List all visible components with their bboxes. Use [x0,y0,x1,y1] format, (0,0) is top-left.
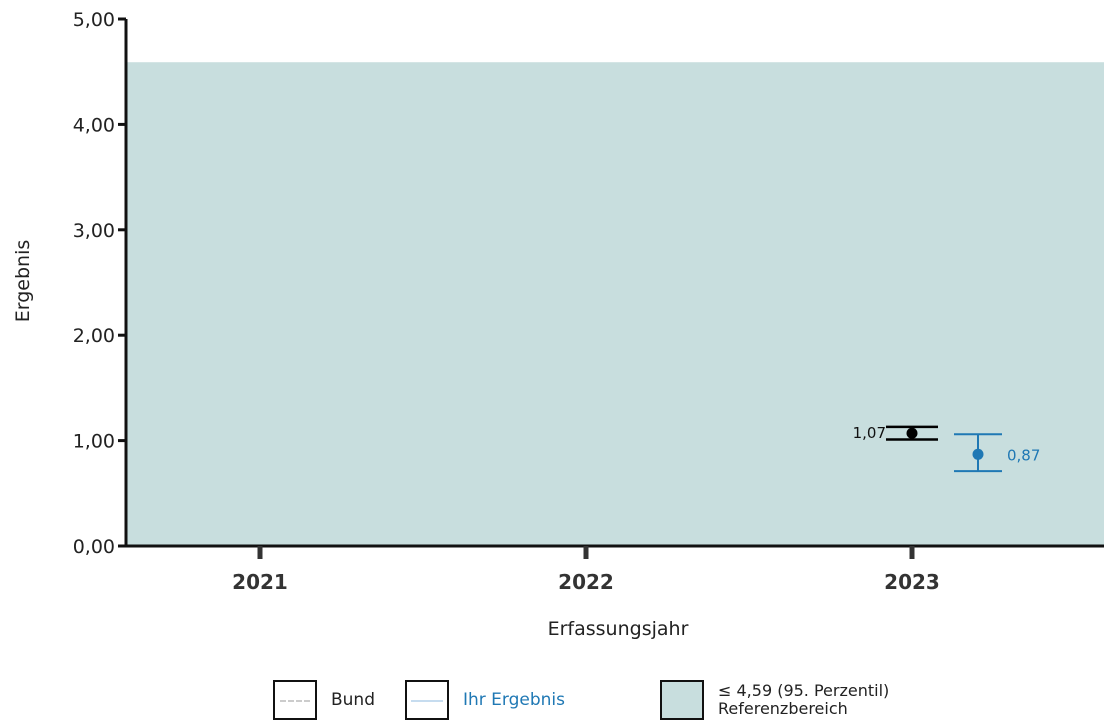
y-tick-label: 5,00 [73,9,115,31]
x-axis-title: Erfassungsjahr [548,618,689,640]
legend-key-referenzbereich [660,680,704,720]
y-tick-label: 4,00 [73,114,115,136]
data-marks: 1,07 0,87 [853,424,1040,473]
legend: Bund Ihr Ergebnis ≤ 4,59 (95. Perzentil)… [0,680,1104,727]
reference-area [126,62,1104,547]
legend-item-referenzbereich: ≤ 4,59 (95. Perzentil) Referenzbereich [660,680,889,720]
legend-label-referenzbereich: ≤ 4,59 (95. Perzentil) Referenzbereich [718,682,889,718]
x-tick-label: 2021 [232,570,288,594]
legend-label-ihr-ergebnis: Ihr Ergebnis [463,690,566,710]
y-tick-label: 1,00 [73,431,115,453]
x-tick-label: 2022 [558,570,614,594]
point-ihr-ergebnis [972,448,984,460]
legend-key-bund [273,680,317,720]
y-tick-label: 2,00 [73,325,115,347]
legend-item-bund: Bund [273,680,375,720]
legend-key-ihr-ergebnis [405,680,449,720]
x-axis: 2021 2022 2023 [126,544,1104,594]
data-label-ihr-ergebnis: 0,87 [1007,446,1040,464]
y-axis-title: Ergebnis [12,240,34,323]
x-tick-label: 2023 [884,570,940,594]
chart: 0,00 1,00 2,00 3,00 4,00 5,00 2021 2022 2023 1,… [12,9,1104,640]
legend-item-ihr-ergebnis: Ihr Ergebnis [405,680,565,720]
point-bund [906,427,918,439]
legend-ref-line2: Referenzbereich [718,699,848,718]
legend-ref-line1: ≤ 4,59 (95. Perzentil) [718,681,890,700]
y-axis: 0,00 1,00 2,00 3,00 4,00 5,00 [73,9,128,558]
data-label-bund: 1,07 [853,424,886,442]
y-tick-label: 3,00 [73,220,115,242]
y-tick-label: 0,00 [73,536,115,558]
legend-label-bund: Bund [331,690,376,710]
